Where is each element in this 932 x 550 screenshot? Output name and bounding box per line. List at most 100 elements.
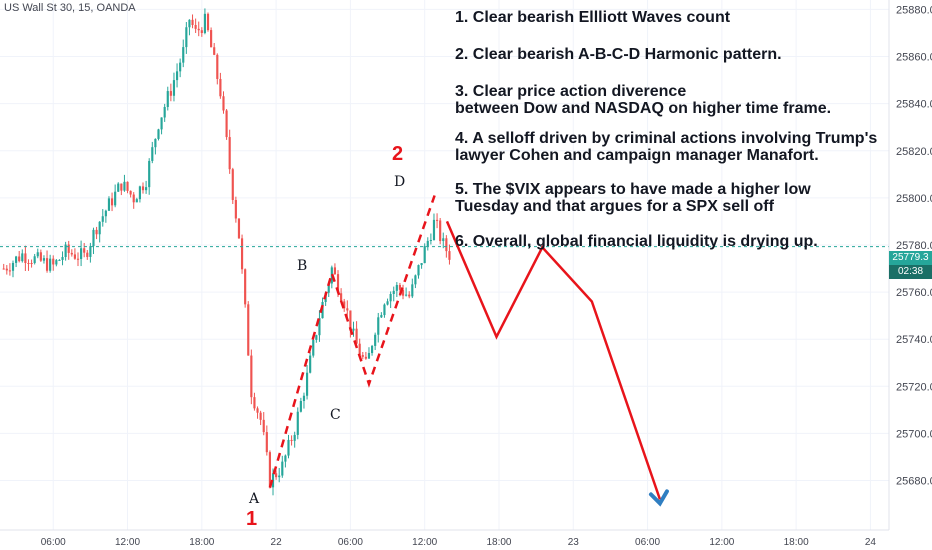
candle-body — [256, 408, 259, 413]
candle-body — [358, 343, 361, 356]
candle-body — [355, 328, 358, 344]
candle-body — [442, 238, 445, 242]
candle-body — [309, 355, 312, 373]
candle-body — [169, 91, 172, 96]
candle-body — [278, 475, 281, 478]
candle-body — [98, 221, 101, 235]
candle-body — [148, 160, 151, 188]
candle-body — [448, 251, 451, 260]
candle-body — [182, 47, 185, 63]
candle-body — [439, 220, 442, 242]
candle-body — [179, 62, 182, 72]
annotation-5: 5. The $VIX appears to have made a highe… — [455, 181, 811, 215]
candle-body — [120, 183, 123, 191]
candle-body — [194, 25, 197, 29]
candle-body — [380, 315, 383, 318]
candle-body — [8, 270, 11, 272]
candle-body — [64, 244, 67, 258]
candle-body — [30, 263, 33, 265]
annotation-3: 3. Clear price action diverence between … — [455, 83, 831, 117]
y-tick-label: 25760.0 — [896, 287, 932, 299]
candle-body — [250, 355, 253, 398]
candle-body — [377, 317, 380, 335]
x-tick-label: 06:00 — [338, 537, 363, 548]
x-tick-label: 18:00 — [784, 537, 809, 548]
annotation-6: 6. Overall, global financial liquidity i… — [455, 233, 818, 250]
candle-body — [234, 199, 237, 219]
candle-body — [364, 356, 367, 359]
candle-body — [2, 268, 5, 270]
abcd-pattern-line — [268, 195, 436, 488]
x-tick-label: 12:00 — [115, 537, 140, 548]
candle-body — [197, 28, 200, 31]
candle-body — [210, 30, 213, 48]
candle-body — [89, 246, 92, 257]
chart-grid — [0, 0, 889, 530]
candle-body — [435, 219, 439, 221]
candle-body — [336, 274, 340, 294]
candle-body — [126, 181, 129, 191]
x-tick-label: 24 — [865, 537, 877, 548]
candle-body — [401, 289, 405, 296]
candle-series — [2, 8, 451, 496]
candle-body — [417, 265, 420, 276]
candle-body — [24, 253, 27, 263]
candle-body — [340, 293, 343, 302]
candle-body — [265, 432, 268, 453]
candle-body — [154, 138, 157, 148]
candle-body — [386, 301, 389, 305]
candle-body — [423, 245, 426, 264]
candle-body — [172, 80, 176, 96]
candle-body — [318, 318, 321, 336]
candle-body — [392, 290, 395, 295]
candle-body — [163, 106, 166, 118]
candle-body — [411, 284, 414, 297]
candle-body — [216, 54, 219, 79]
y-tick-label: 25840.0 — [896, 99, 932, 111]
price-axis[interactable]: 25680.0 25700.0 25720.0 25740.0 25760.0 25780… — [896, 4, 932, 487]
x-tick-label: 06:00 — [41, 537, 66, 548]
candle-body — [281, 461, 284, 476]
annotation-line: 2. Clear bearish A-B-C-D Harmonic patter… — [455, 46, 782, 63]
candle-body — [21, 253, 24, 262]
annotation-line: 1. Clear bearish Ellliott Waves count — [455, 9, 731, 26]
pattern-label-d: D — [394, 174, 406, 190]
candle-body — [259, 412, 262, 420]
candle-body — [327, 283, 330, 293]
candle-body — [203, 13, 206, 34]
candle-body — [389, 294, 392, 302]
candle-body — [213, 47, 216, 55]
candle-body — [58, 259, 61, 261]
symbol-label[interactable]: US Wall St 30, 15, OANDA — [4, 2, 136, 14]
candle-body — [395, 285, 398, 291]
countdown-tag: 02:38 — [889, 265, 932, 279]
y-tick-label: 25680.0 — [896, 476, 932, 488]
candle-body — [110, 198, 114, 206]
wave-label-2: 2 — [392, 143, 404, 165]
candle-body — [138, 186, 141, 200]
candle-body — [86, 252, 89, 257]
candle-body — [101, 216, 104, 222]
annotation-line: 6. Overall, global financial liquidity i… — [455, 233, 818, 250]
candle-body — [237, 218, 241, 239]
candle-body — [305, 372, 309, 396]
candle-body — [80, 248, 83, 259]
candle-body — [191, 19, 194, 26]
time-axis[interactable]: 06:00 12:00 18:00 22 06:00 12:00 18:00 23 06:00 1… — [41, 537, 877, 548]
candle-body — [370, 345, 374, 354]
y-tick-label: 25720.0 — [896, 381, 932, 393]
candle-body — [275, 473, 278, 478]
candle-body — [231, 169, 234, 200]
candle-body — [296, 411, 299, 435]
candle-body — [284, 455, 287, 462]
candle-body — [188, 19, 191, 28]
candle-body — [132, 194, 135, 203]
candle-body — [15, 256, 18, 263]
candle-body — [39, 252, 42, 261]
candle-body — [429, 239, 432, 241]
x-tick-label: 22 — [271, 537, 283, 548]
current-price-tag: 25779.3 — [889, 251, 932, 265]
candle-body — [160, 117, 163, 130]
candle-body — [420, 263, 423, 266]
